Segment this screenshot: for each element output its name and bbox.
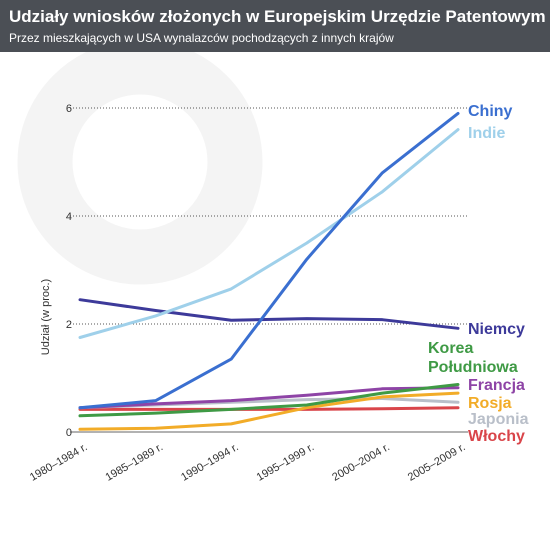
series-line-indie (78, 128, 460, 339)
x-tick-label: 2000–2004 r. (330, 441, 392, 484)
x-tick-label: 1990–1994 r. (179, 441, 241, 484)
series-line-rosja (78, 391, 460, 431)
series-line-korea-południowa (78, 382, 460, 418)
series-label: Włochy (468, 428, 525, 445)
x-tick-label: 1985–1989 r. (103, 441, 165, 484)
series-label: Chiny (468, 103, 513, 120)
y-tick-label: 4 (66, 211, 72, 223)
y-axis-title: Udział (w proc.) (40, 279, 52, 355)
x-tick-label: 1995–1999 r. (255, 441, 317, 484)
x-tick-label: 2005–2009 r. (406, 441, 468, 484)
grid-lines (70, 107, 468, 433)
series-label: Francja (468, 377, 525, 394)
series-label: Niemcy (468, 321, 525, 338)
chart-subtitle: Przez mieszkających w USA wynalazców poc… (9, 31, 394, 45)
series-labels: Chiny Indie Niemcy Korea PołudniowaFrancjaRo… (428, 103, 529, 445)
series-label: Południowa (428, 359, 518, 376)
series-label: Korea (428, 340, 473, 357)
x-tick-label: 1980–1984 r. (28, 441, 90, 484)
watermark-logo (17, 52, 263, 285)
line-chart: 0 2 4 6 1980–1984 r. 1985–1989 r. 1990–1994 r… (17, 52, 529, 484)
chart-title: Udziały wniosków złożonych w Europejskim… (9, 7, 546, 26)
y-axis-ticks: 0 2 4 6 (66, 103, 72, 439)
series-label: Indie (468, 125, 505, 142)
series-label: Rosja (468, 395, 512, 412)
series-line-niemcy (78, 298, 460, 330)
y-tick-label: 0 (66, 427, 72, 439)
series-line-włochy (78, 406, 460, 411)
chart-header: Udziały wniosków złożonych w Europejskim… (0, 0, 550, 52)
x-axis-ticks: 1980–1984 r. 1985–1989 r. 1990–1994 r. 1995… (28, 441, 468, 484)
series-line-chiny (78, 111, 460, 410)
series-lines (78, 111, 460, 431)
y-tick-label: 2 (66, 319, 72, 331)
y-tick-label: 6 (66, 103, 72, 115)
series-line-francja (78, 386, 460, 410)
series-label: Japonia (468, 411, 529, 428)
